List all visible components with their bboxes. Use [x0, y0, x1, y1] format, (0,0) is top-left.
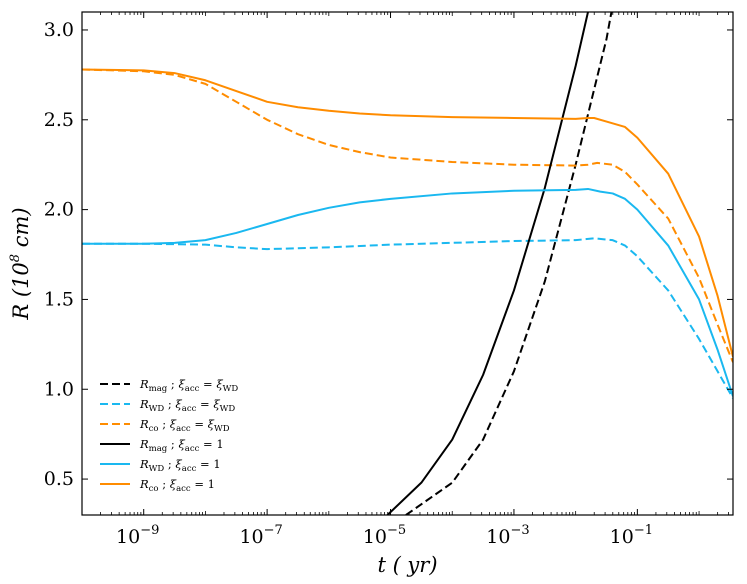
axes-layer: 10−9 10−7 10−5 10−3 10−1 0.5 1.0 1.5 2.0 2.5 3.0 t … — [8, 11, 734, 577]
legend-label-r_wd_1: RWD ; ξacc = 1 — [139, 457, 221, 474]
series-line-r_mag_wd — [405, 12, 613, 515]
x-tick-label: 10−9 — [116, 523, 159, 548]
series-line-r_wd_1 — [82, 187, 733, 397]
x-tick-label: 10−5 — [363, 523, 406, 548]
y-tick-label: 3.0 — [44, 19, 74, 41]
y-tick-label: 2.5 — [44, 109, 74, 131]
series-line-r_co_1 — [82, 68, 733, 358]
y-tick-label: 1.5 — [44, 288, 74, 310]
series-layer — [82, 12, 733, 515]
legend: Rmag ; ξacc = ξWD RWD ; ξacc = ξWD Rco ; ξ… — [100, 377, 238, 494]
legend-label-r_wd_wd: RWD ; ξacc = ξWD — [139, 397, 235, 414]
y-tick-label: 1.0 — [44, 378, 74, 400]
y-tick-label: 0.5 — [44, 468, 74, 490]
x-tick-label: 10−7 — [239, 523, 282, 548]
legend-label-r_co_wd: Rco ; ξacc = ξWD — [139, 417, 230, 434]
x-axis-label: t ( yr) — [377, 553, 437, 577]
series-line-r_co_wd — [82, 68, 733, 363]
series-line-r_mag_1 — [386, 12, 589, 515]
legend-label-r_mag_wd: Rmag ; ξacc = ξWD — [139, 377, 238, 394]
plot-frame — [81, 11, 734, 516]
y-axis-label: R (108 cm) — [8, 207, 33, 320]
x-tick-label: 10−1 — [610, 523, 653, 548]
y-tick-label: 2.0 — [44, 199, 74, 221]
series-line-r_wd_wd — [82, 237, 733, 399]
x-tick-label: 10−3 — [486, 523, 529, 548]
legend-label-r_co_1: Rco ; ξacc = 1 — [139, 477, 215, 494]
legend-label-r_mag_1: Rmag ; ξacc = 1 — [139, 437, 224, 454]
